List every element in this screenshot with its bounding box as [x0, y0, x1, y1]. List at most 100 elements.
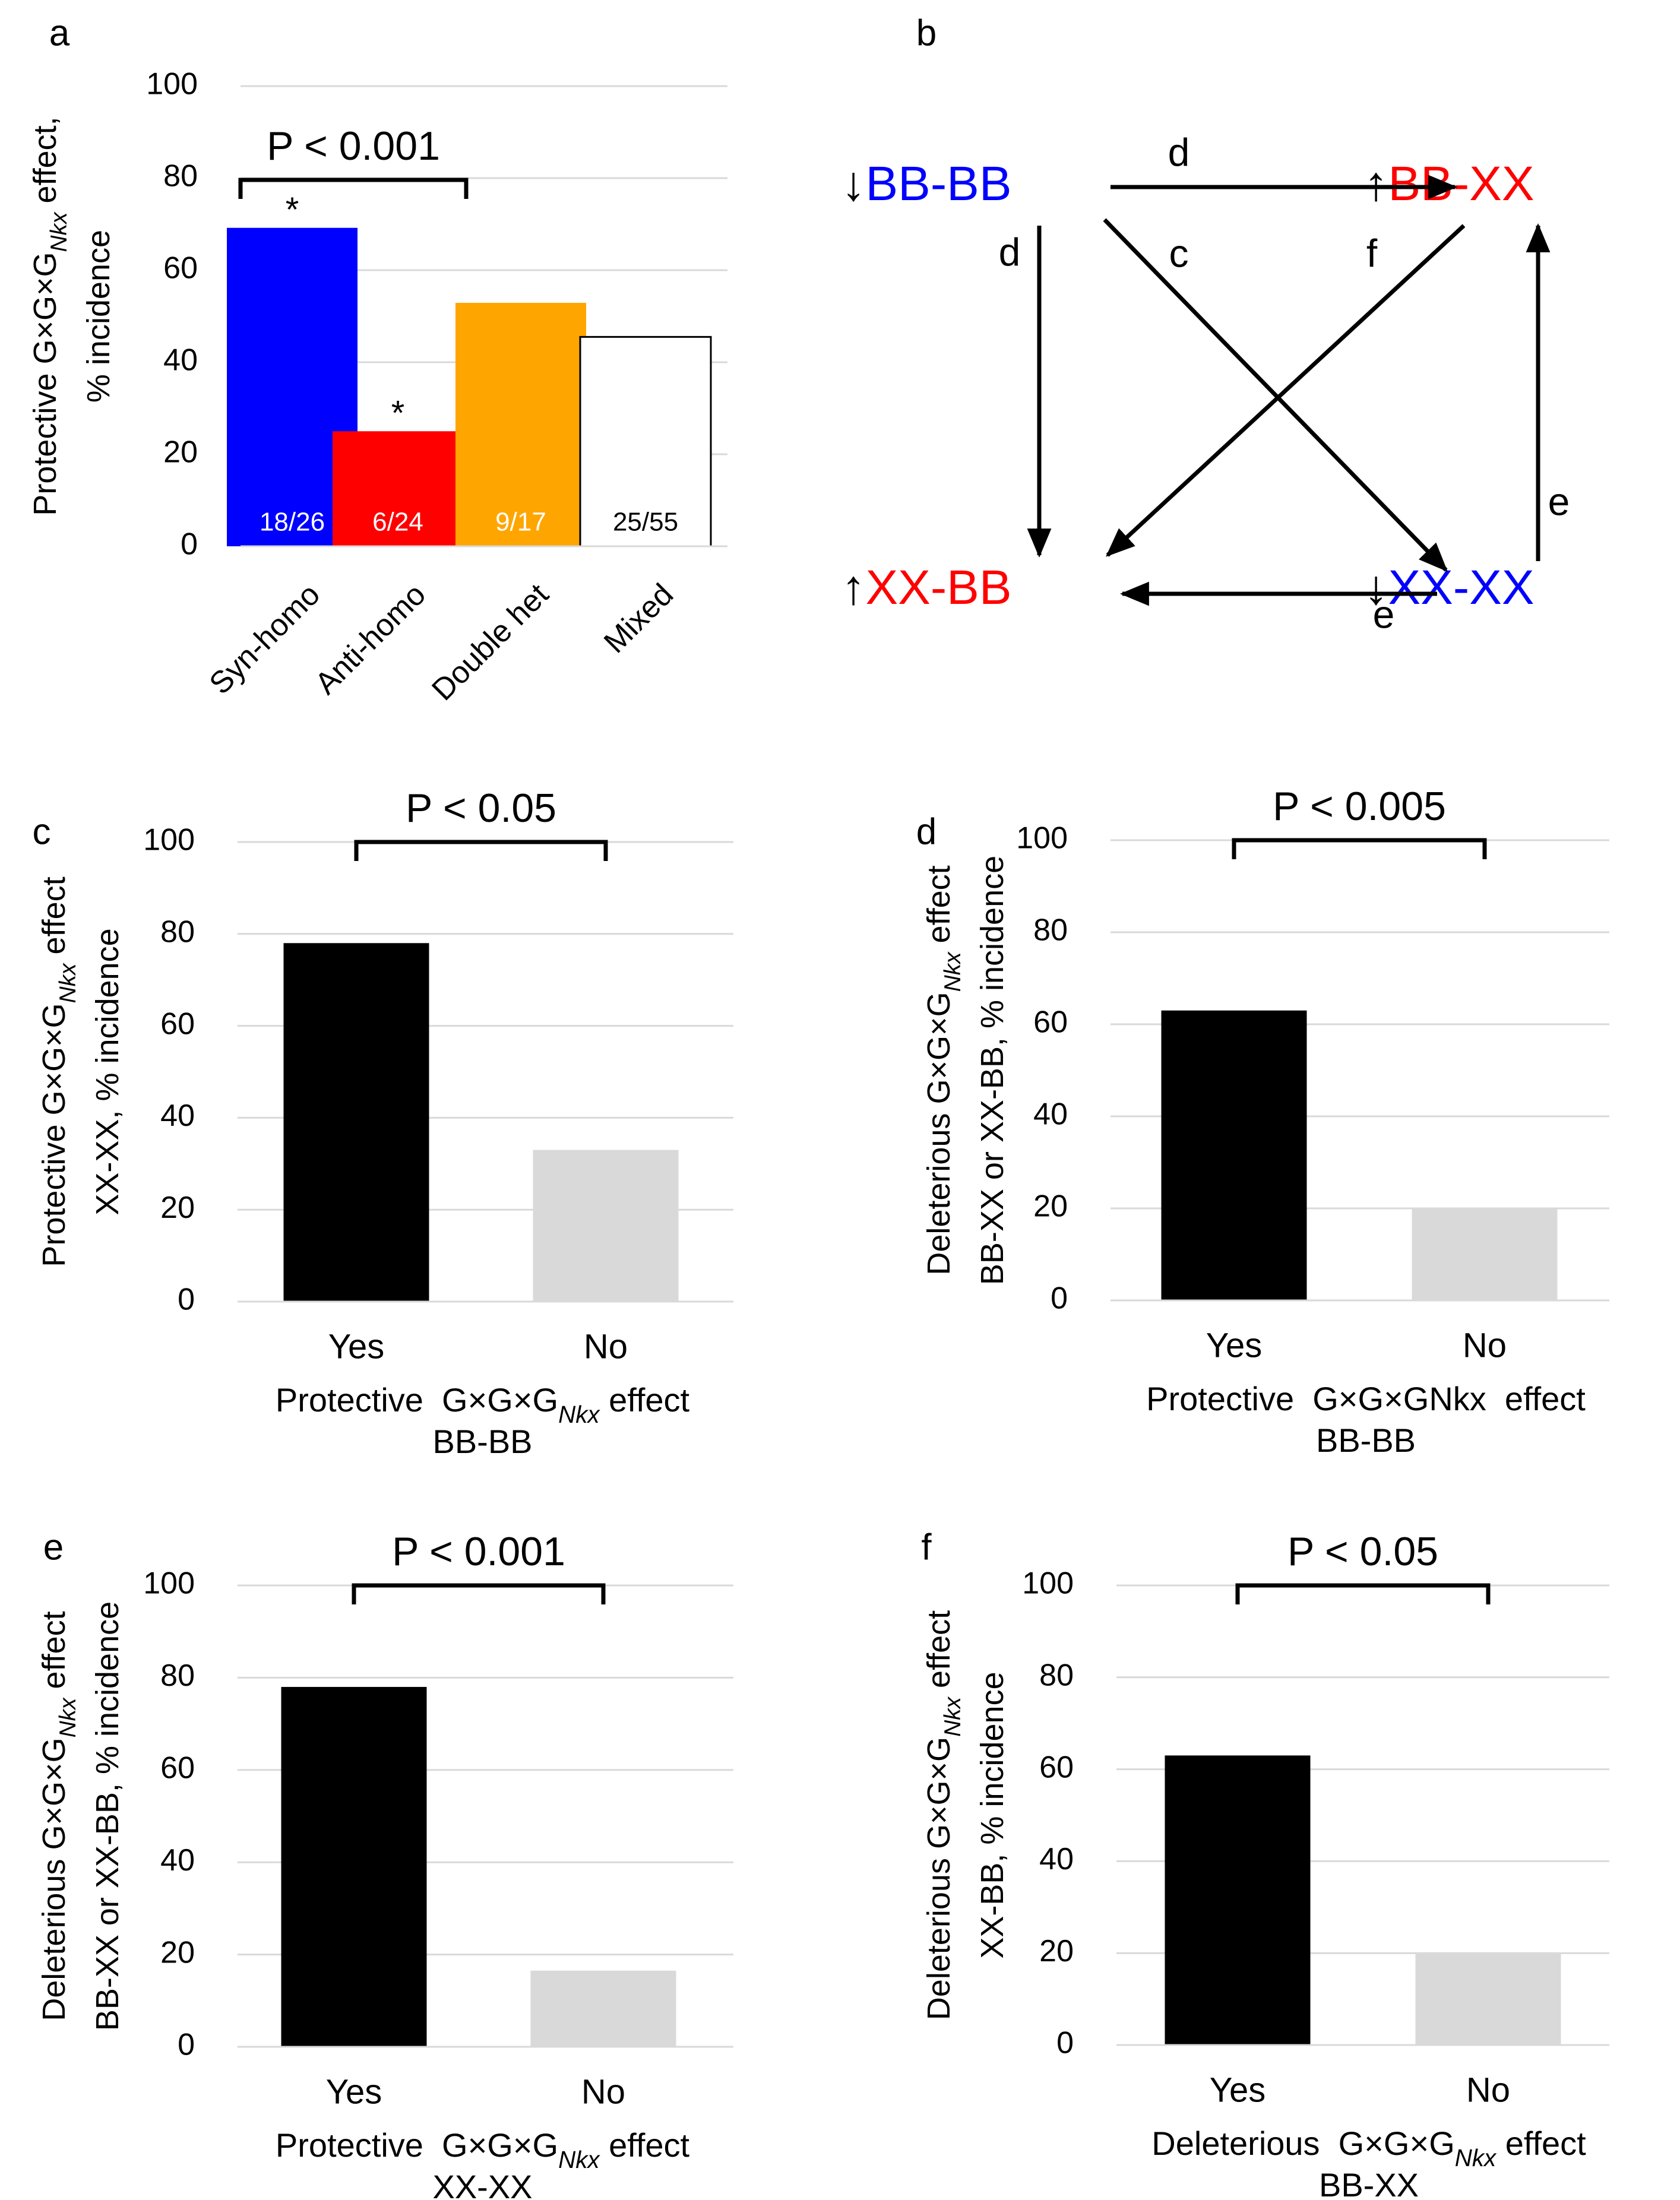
significance-bracket — [352, 1583, 606, 1604]
x-tick-label: No — [584, 1327, 628, 1366]
y-axis-title: Protective G×G×GNkx effect — [36, 876, 81, 1267]
significance-star: * — [286, 191, 299, 229]
panel-f: f 0 20 40 60 80 100 Yes No P < 0.05 Deleterious G×… — [921, 1527, 1609, 2200]
p-value-label: P < 0.05 — [1287, 1529, 1438, 1574]
node-bb-bb: ↓BB-BB — [841, 157, 1011, 211]
node-xx-xx: ↓XX-XX — [1363, 561, 1534, 615]
p-value-label: P < 0.001 — [392, 1529, 565, 1574]
y-axis-title: Deleterious G×G×GNkx effect — [921, 865, 966, 1275]
y-axis-title: XX-XX, % incidence — [90, 928, 125, 1215]
y-tick-label: 20 — [1039, 1934, 1074, 1968]
panel-e: e 0 20 40 60 80 100 Yes No P < 0.001 Deleterious G… — [36, 1527, 733, 2200]
edge-label: e — [1548, 479, 1570, 523]
y-axis-title: Deleterious G×G×GNkx effect — [36, 1611, 81, 2021]
y-axis-title: BB-XX or XX-BB, % incidence — [90, 1601, 125, 2031]
y-tick-label: 100 — [1016, 821, 1068, 856]
bar-double-het — [455, 303, 586, 546]
edge-label: c — [1169, 231, 1189, 275]
bar-yes — [1161, 1010, 1307, 1300]
p-value-label: P < 0.001 — [267, 124, 440, 169]
y-tick-label: 40 — [160, 1099, 195, 1133]
y-tick-label: 80 — [1039, 1658, 1074, 1693]
x-tick-label: Yes — [1210, 2071, 1266, 2109]
y-tick-label: 80 — [163, 159, 198, 194]
y-tick-label: 20 — [1033, 1189, 1068, 1224]
x-axis-title: BB-BB — [1316, 1422, 1416, 1459]
y-tick-label: 0 — [181, 527, 198, 562]
y-tick-label: 40 — [1039, 1842, 1074, 1876]
panel-label: a — [49, 12, 70, 53]
x-tick-label: Yes — [1206, 1326, 1263, 1365]
bar-no — [530, 1970, 676, 2047]
bar-value-label: 18/26 — [260, 508, 325, 537]
significance-bracket — [1235, 1583, 1491, 1604]
y-tick-label: 60 — [160, 1006, 195, 1041]
panel-label: e — [43, 1527, 64, 1568]
bar-value-label: 25/55 — [613, 508, 678, 537]
node-xx-bb: ↑XX-BB — [841, 561, 1011, 615]
y-axis-title: XX-BB, % incidence — [975, 1672, 1010, 1958]
bar-anti-homo — [333, 431, 463, 546]
y-tick-label: 80 — [160, 1658, 195, 1693]
y-tick-label: 100 — [143, 1566, 195, 1601]
significance-bracket — [354, 840, 608, 861]
x-axis-title: Protective G×G×GNkx effect — [1146, 1380, 1586, 1417]
y-tick-label: 100 — [143, 823, 195, 857]
y-tick-label: 40 — [160, 1843, 195, 1878]
x-tick-label: Yes — [328, 1327, 385, 1366]
panel-d: d 0 20 40 60 80 100 Yes No P < 0.005 Deleterious G… — [916, 784, 1609, 1459]
y-axis-title: Protective G×G×GNkx effect, — [27, 116, 72, 515]
edge-bbxx-xxbb — [1106, 224, 1466, 557]
y-tick-label: 40 — [163, 343, 198, 378]
x-axis-title: XX-XX — [432, 2168, 532, 2200]
network-diagram: b ↓BB-BB ↑BB-XX ↑XX-BB ↓XX-XX d d c f e e — [841, 12, 1570, 636]
x-axis-title: Deleterious G×G×GNkx effect — [1151, 2125, 1586, 2171]
significance-bracket — [238, 178, 469, 199]
y-tick-label: 60 — [1039, 1750, 1074, 1784]
y-tick-label: 20 — [160, 1935, 195, 1970]
bar-no — [533, 1150, 679, 1302]
y-tick-label: 60 — [160, 1751, 195, 1786]
panel-label: b — [916, 12, 937, 53]
y-axis-title: % incidence — [81, 230, 116, 403]
y-tick-label: 0 — [178, 1283, 195, 1317]
x-tick-label: Syn-homo — [203, 577, 327, 701]
bar-yes — [283, 943, 429, 1302]
x-tick-label: No — [581, 2072, 625, 2111]
panel-label: f — [921, 1527, 932, 1568]
edge-label: e — [1373, 592, 1395, 636]
panel-label: d — [916, 811, 937, 852]
edge-label: d — [999, 230, 1021, 274]
edge-label: f — [1366, 231, 1378, 275]
y-tick-label: 20 — [163, 435, 198, 470]
bar-value-label: 9/17 — [495, 508, 546, 537]
y-tick-label: 100 — [146, 67, 198, 102]
y-tick-label: 40 — [1033, 1097, 1068, 1132]
x-tick-label: Yes — [326, 2072, 382, 2111]
bar-yes — [1165, 1755, 1311, 2045]
node-bb-xx: ↑BB-XX — [1363, 157, 1534, 211]
bar-yes — [281, 1686, 427, 2047]
p-value-label: P < 0.05 — [406, 786, 556, 831]
y-tick-label: 60 — [163, 251, 198, 286]
panel-a: a 0 20 40 60 80 100 18/26 * 6/24 * 9/17 25/55 Syn-hom… — [27, 12, 727, 707]
edge-label: d — [1168, 130, 1190, 174]
panel-c: c 0 20 40 60 80 100 Yes No P < 0.05 Protective G×G… — [33, 786, 733, 1460]
x-tick-label: Mixed — [597, 577, 680, 660]
x-axis-title: Protective G×G×GNkx effect — [276, 1381, 690, 1428]
significance-star: * — [391, 394, 405, 433]
y-tick-label: 20 — [160, 1191, 195, 1225]
p-value-label: P < 0.005 — [1273, 784, 1446, 829]
panel-label: c — [33, 811, 51, 852]
bar-no — [1415, 1953, 1561, 2045]
x-tick-label: No — [1466, 2071, 1510, 2109]
bar-charts: a 0 20 40 60 80 100 18/26 * 6/24 * 9/17 25/55 Syn-hom… — [27, 12, 1609, 2200]
significance-bracket — [1232, 838, 1487, 859]
y-tick-label: 80 — [160, 915, 195, 949]
x-tick-label: Double het — [425, 577, 555, 707]
edge-bbbb-xxxx — [1103, 218, 1448, 572]
y-tick-label: 60 — [1033, 1005, 1068, 1040]
x-axis-title: Protective G×G×GNkx effect — [276, 2126, 690, 2173]
y-axis-title: BB-XX or XX-BB, % incidence — [975, 856, 1010, 1285]
y-axis-title: Deleterious G×G×GNkx effect — [921, 1610, 966, 2020]
